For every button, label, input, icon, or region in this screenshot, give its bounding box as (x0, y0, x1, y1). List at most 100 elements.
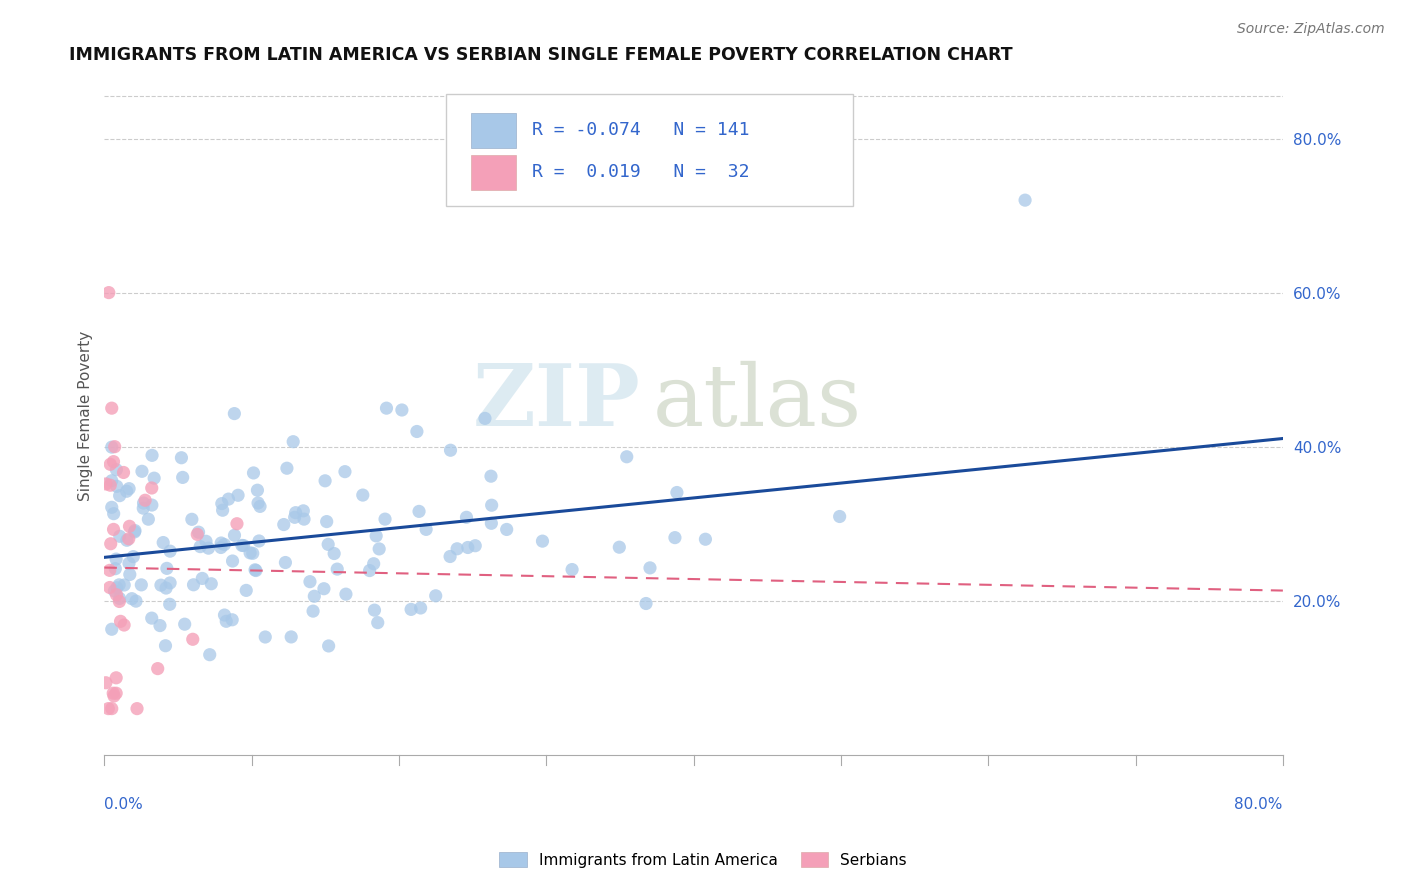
Point (170, 450, 193, 465)
Point (221, 613, 243, 627)
Point (149, 618, 172, 632)
Point (284, 506, 307, 520)
Point (211, 497, 233, 511)
Point (118, 532, 141, 546)
Point (103, 522, 125, 536)
Point (335, 587, 357, 601)
Point (446, 541, 468, 556)
Point (561, 563, 583, 577)
Point (284, 510, 307, 524)
Point (131, 464, 153, 478)
Point (481, 498, 503, 512)
Point (173, 617, 195, 632)
Point (103, 507, 125, 521)
Point (103, 689, 125, 703)
Point (415, 522, 437, 536)
Point (105, 479, 128, 493)
Point (224, 407, 246, 421)
Point (131, 578, 153, 592)
Point (314, 474, 336, 488)
Point (124, 524, 146, 539)
Point (1014, 193, 1036, 207)
Point (333, 465, 356, 479)
Point (155, 639, 177, 653)
Point (121, 591, 143, 606)
Point (94, 675, 117, 690)
Point (97, 285, 120, 300)
Point (209, 536, 232, 550)
Point (118, 567, 141, 582)
Point (191, 571, 214, 585)
Point (495, 523, 517, 537)
Point (100, 537, 122, 551)
Point (695, 533, 717, 547)
Point (138, 512, 160, 526)
Point (235, 583, 257, 598)
Point (242, 546, 264, 560)
Point (312, 582, 335, 596)
Point (152, 535, 174, 549)
Point (110, 615, 132, 629)
Point (439, 549, 461, 564)
Point (108, 529, 131, 543)
Point (368, 541, 391, 556)
Point (531, 534, 554, 549)
Point (474, 411, 496, 425)
Point (316, 537, 339, 551)
Point (209, 541, 232, 555)
Point (274, 556, 297, 570)
Point (638, 561, 661, 575)
Point (141, 481, 163, 495)
Point (665, 485, 688, 500)
Point (221, 554, 243, 568)
Point (457, 541, 479, 555)
FancyBboxPatch shape (446, 94, 852, 206)
Point (141, 498, 163, 512)
Point (132, 501, 155, 516)
Point (181, 632, 204, 647)
Point (105, 686, 128, 700)
Point (159, 544, 181, 558)
Point (100, 622, 122, 636)
Point (98, 563, 121, 577)
Point (323, 547, 346, 561)
Point (247, 496, 270, 510)
Point (363, 557, 385, 571)
Point (367, 615, 389, 630)
Point (143, 471, 166, 485)
Point (399, 602, 422, 616)
Point (214, 608, 236, 623)
Point (409, 601, 432, 615)
Point (326, 562, 349, 576)
Point (439, 443, 461, 458)
Point (172, 470, 194, 484)
Point (243, 563, 266, 577)
Point (159, 575, 181, 590)
Text: R = -0.074   N = 141: R = -0.074 N = 141 (533, 121, 749, 139)
Point (607, 540, 630, 554)
Point (283, 434, 305, 449)
Point (159, 597, 181, 611)
Point (363, 603, 385, 617)
Point (634, 597, 657, 611)
Point (479, 469, 502, 483)
Text: R =  0.019   N =  32: R = 0.019 N = 32 (533, 163, 749, 181)
Point (124, 524, 146, 538)
Point (406, 425, 429, 439)
Point (226, 488, 249, 502)
Point (315, 515, 337, 529)
Point (280, 630, 302, 644)
Point (187, 525, 209, 540)
Point (254, 630, 277, 644)
Point (183, 578, 205, 592)
Point (374, 512, 396, 526)
Point (156, 561, 179, 575)
Point (118, 482, 141, 496)
Point (105, 552, 128, 566)
Point (298, 574, 321, 589)
Point (292, 504, 315, 518)
Point (103, 583, 125, 598)
Point (479, 516, 502, 531)
Point (391, 403, 413, 417)
Point (239, 546, 262, 560)
